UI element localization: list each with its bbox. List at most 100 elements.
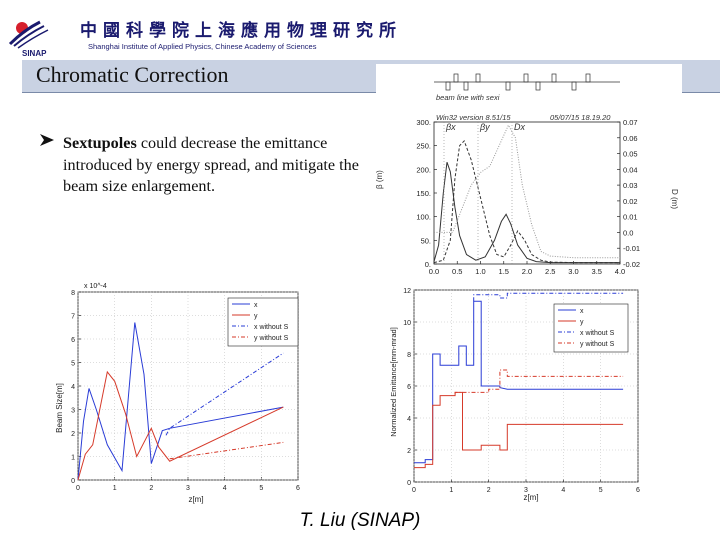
x-tick-label: 0.5 (452, 267, 462, 274)
magnet-element (571, 81, 577, 91)
x-tick-label: 0 (76, 485, 80, 492)
magnet-element (535, 81, 541, 91)
x-tick-label: 0.0 (429, 267, 439, 274)
y2-tick-label: 0.02 (623, 197, 638, 206)
chart-header-label: 05/07/15 18.19.20 (550, 113, 611, 122)
series-line-y (77, 370, 284, 481)
lattice-diagram (434, 73, 620, 91)
legend-label: x (580, 308, 584, 315)
x-tick-label: 2 (149, 485, 153, 492)
series-line-y (414, 391, 624, 469)
legend-label: y without S (254, 335, 289, 342)
y-tick-label: 0 (407, 480, 411, 487)
author-credit: T. Liu (SINAP) (299, 510, 421, 531)
series-line-βx (433, 162, 620, 264)
x-tick-label: 1 (449, 487, 453, 494)
legend-label: y (580, 319, 584, 326)
bullet-bold-term: Sextupoles (63, 134, 137, 152)
y2-tick-label: 0.06 (623, 134, 638, 143)
series-line-y-without-s (454, 369, 624, 394)
magnet-element (551, 73, 557, 83)
arrow-bullet-icon (40, 134, 54, 146)
y-axis-label: Normalized Emittance[mm-mrad] (389, 327, 398, 437)
series-line-y-without-s (169, 441, 284, 460)
chart-header-label: Win32 version 8.51/15 (436, 113, 511, 122)
legend-label: y without S (580, 341, 615, 348)
legend-label: Dx (514, 122, 525, 132)
y-tick-label: 4 (407, 416, 411, 423)
series-line-x-without-s (165, 352, 284, 436)
magnet-element (475, 73, 481, 83)
series-line-x-without-s (473, 292, 624, 302)
y-tick-label: 0. (425, 260, 431, 269)
x-tick-label: 1 (113, 485, 117, 492)
bullet-body: could decrease the emittance introduced … (63, 134, 359, 195)
x-tick-label: 4 (561, 487, 565, 494)
x-tick-label: 3 (524, 487, 528, 494)
y-tick-label: 6 (71, 337, 75, 344)
x-tick-label: 5 (599, 487, 603, 494)
x-axis-label: z[m] (523, 493, 538, 502)
legend-label: x without S (254, 324, 289, 331)
y-tick-label: 12 (403, 288, 411, 295)
x-tick-label: 1.0 (475, 267, 485, 274)
x-tick-label: 2 (487, 487, 491, 494)
y-tick-label: 8 (71, 290, 75, 297)
sinap-logo-icon: SINAP (8, 20, 49, 58)
legend-label: βy (479, 122, 490, 132)
legend-label: y (254, 313, 258, 320)
y2-axis-label: D (m) (670, 189, 679, 209)
x-tick-label: 6 (636, 487, 640, 494)
x-tick-label: 0 (412, 487, 416, 494)
y2-tick-label: 0.01 (623, 213, 638, 222)
legend-box (227, 297, 299, 347)
institute-chinese-name: 中國科學院上海應用物理研究所 (80, 21, 402, 41)
x-tick-label: 4.0 (615, 267, 625, 274)
slide-title: Chromatic Correction (36, 62, 229, 87)
sinap-logo: SINAP (8, 12, 70, 58)
series-line-βy (433, 139, 620, 264)
magnet-element (445, 81, 451, 91)
institute-english-name: Shanghai Institute of Applied Physics, C… (88, 42, 317, 51)
beam-size-chart: Beam Size[m] z[m] x 10^-4 0 1 2 3 4 5 6 0 1 2 3 4 5 6… (55, 283, 300, 504)
y2-tick-label: 0.07 (623, 118, 638, 127)
y2-tick-label: 0.03 (623, 181, 638, 190)
bullet-text: Sextupoles could decrease the emittance … (63, 133, 383, 198)
y-tick-label: 300. (416, 118, 431, 127)
y-tick-label: 2 (407, 448, 411, 455)
y-tick-label: 7 (71, 314, 75, 321)
logo-text: SINAP (22, 49, 47, 58)
y2-tick-label: 0.04 (623, 165, 638, 174)
y2-tick-label: 0.0 (623, 228, 633, 237)
series-line-x (77, 322, 284, 481)
y-tick-label: 5 (71, 361, 75, 368)
y-tick-label: 150. (416, 189, 431, 198)
magnet-element (453, 73, 459, 83)
magnet-element (585, 73, 591, 83)
y-tick-label: 0 (71, 478, 75, 485)
x-tick-label: 4 (223, 485, 227, 492)
x-tick-label: 5 (259, 485, 263, 492)
y-exponent-label: x 10^-4 (84, 283, 107, 290)
x-tick-label: 3.5 (592, 267, 602, 274)
legend-label: x (254, 302, 258, 309)
y-axis-label: Beam Size[m] (55, 383, 64, 433)
x-axis-label: z[m] (188, 495, 203, 504)
y-tick-label: 100. (416, 213, 431, 222)
legend-label: βx (445, 122, 456, 132)
legend-label: x without S (580, 330, 615, 337)
magnet-element (523, 73, 529, 83)
y-tick-label: 4 (71, 384, 75, 391)
legend-box (553, 303, 629, 353)
slide-header: SINAP 中國科學院上海應用物理研究所 Shanghai Institute … (0, 0, 720, 58)
y-axis-label: β (m) (376, 170, 384, 189)
y2-tick-label: -0.02 (623, 260, 640, 269)
chart-header-label: beam line with sexi (436, 93, 500, 102)
y-tick-label: 2 (71, 431, 75, 438)
y-tick-label: 250. (416, 142, 431, 151)
y2-tick-label: 0.05 (623, 150, 638, 159)
x-tick-label: 2.5 (545, 267, 555, 274)
y-tick-label: 200. (416, 165, 431, 174)
y-tick-label: 10 (403, 320, 411, 327)
